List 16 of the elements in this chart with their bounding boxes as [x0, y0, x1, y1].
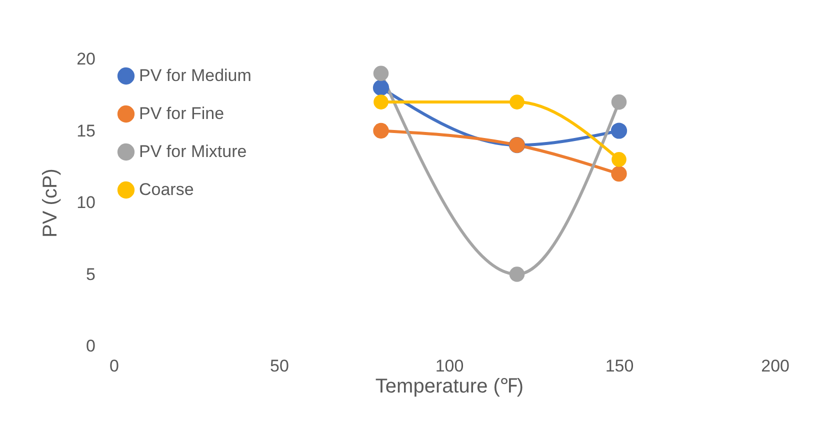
- y-tick-label: 20: [76, 50, 96, 68]
- x-tick-label: 200: [761, 356, 790, 376]
- y-tick-label: 10: [76, 193, 96, 212]
- y-tick-label: 15: [76, 121, 96, 140]
- x-tick-label: 0: [110, 356, 119, 376]
- x-tick-label: 150: [605, 356, 634, 376]
- legend-label: PV for Mixture: [139, 142, 247, 161]
- y-tick-label: 0: [86, 336, 96, 356]
- legend-label: PV for Fine: [139, 104, 224, 123]
- legend-label: PV for Medium: [139, 66, 252, 85]
- legend-label: Coarse: [139, 180, 194, 199]
- x-tick-label: 50: [270, 356, 289, 376]
- y-axis-title: PV (cP): [40, 168, 62, 238]
- x-tick-label: 100: [435, 356, 464, 376]
- y-tick-label: 5: [86, 264, 96, 284]
- x-axis-title: Temperature (℉): [375, 376, 524, 398]
